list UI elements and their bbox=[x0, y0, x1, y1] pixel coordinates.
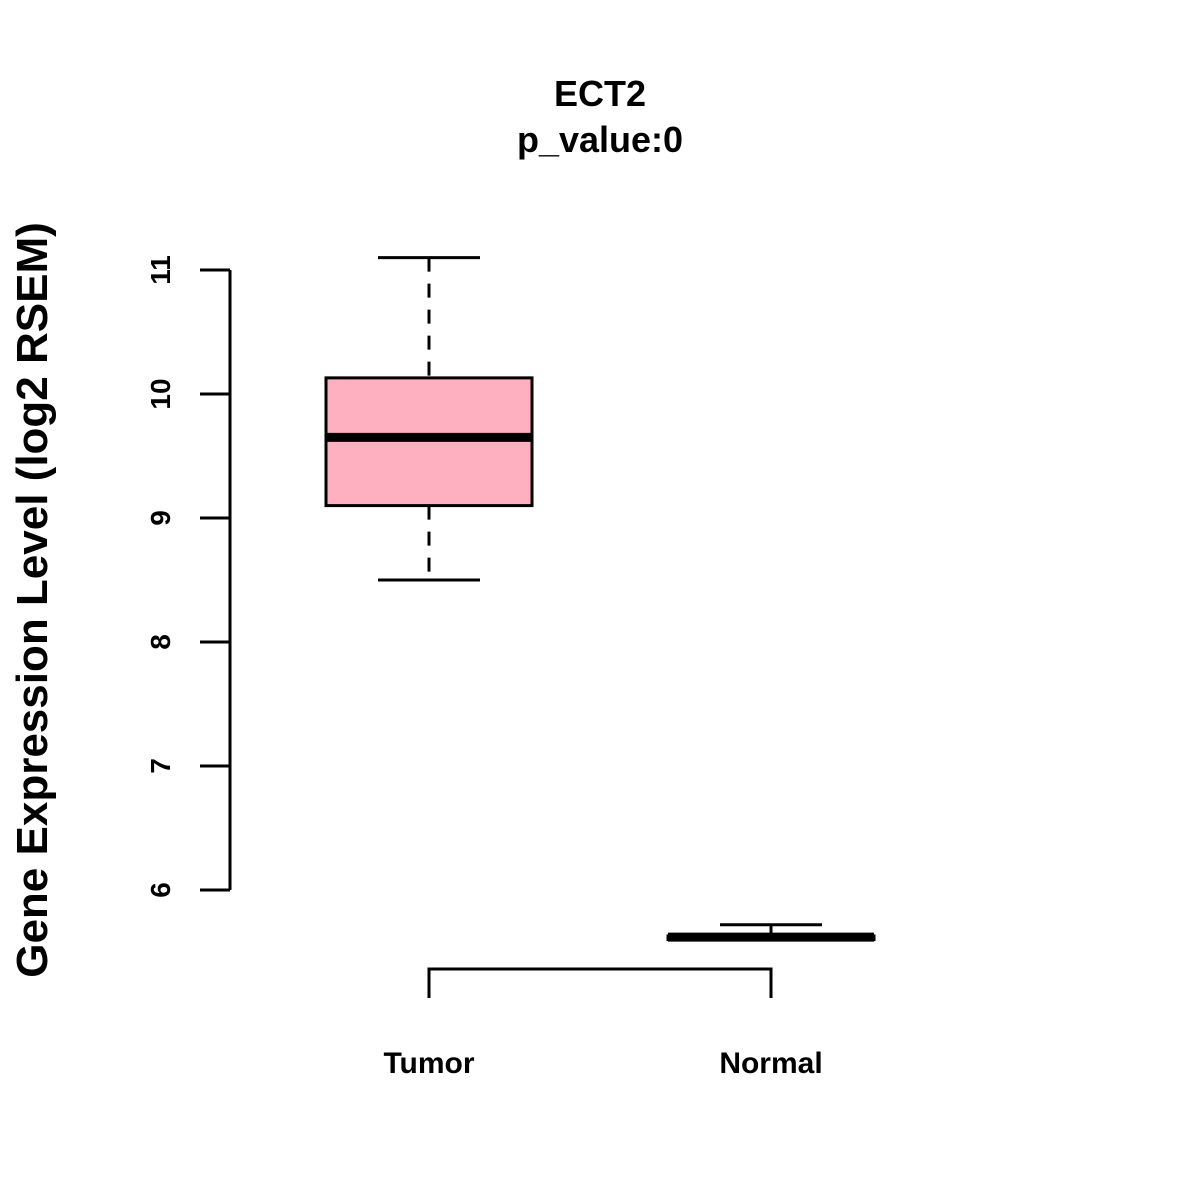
y-tick-label-9: 9 bbox=[145, 510, 176, 526]
x-category-labels: Tumor Normal bbox=[383, 1047, 822, 1080]
chart-title: ECT2 bbox=[554, 73, 646, 114]
comparison-bracket bbox=[427, 967, 773, 998]
y-axis-label: Gene Expression Level (log2 RSEM) bbox=[8, 222, 57, 978]
box-normal bbox=[666, 923, 876, 942]
y-axis: 6 7 8 9 10 11 bbox=[145, 255, 232, 898]
x-label-tumor: Tumor bbox=[383, 1047, 474, 1080]
chart-subtitle: p_value:0 bbox=[517, 119, 683, 160]
x-label-normal: Normal bbox=[719, 1047, 822, 1080]
y-tick-label-11: 11 bbox=[145, 255, 176, 285]
y-tick-label-10: 10 bbox=[145, 378, 176, 409]
bracket-line bbox=[427, 967, 773, 998]
y-tick-label-7: 7 bbox=[145, 758, 176, 774]
box-tumor bbox=[324, 256, 534, 582]
y-tick-label-6: 6 bbox=[145, 882, 176, 898]
boxes bbox=[324, 256, 876, 942]
y-tick-label-8: 8 bbox=[145, 634, 176, 650]
